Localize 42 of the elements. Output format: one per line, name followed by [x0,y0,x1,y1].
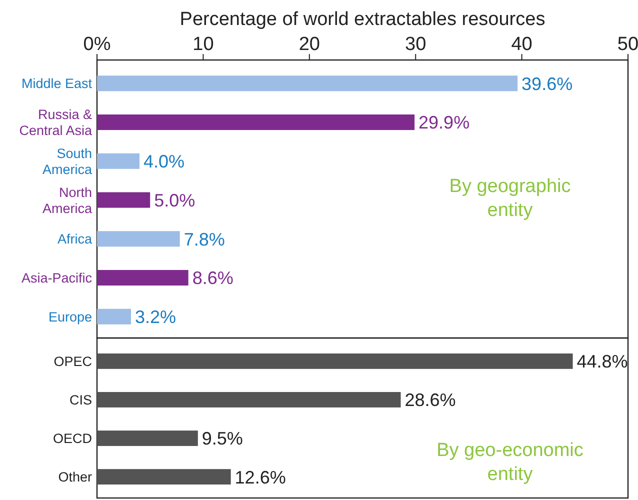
y-tick-label: Middle East [21,76,92,92]
data-label: 12.6% [234,467,286,488]
bar [97,430,198,446]
bar [97,392,401,408]
data-label: 44.8% [576,352,628,372]
data-label: 39.6% [522,74,573,94]
y-tick-label: OPEC [54,354,92,370]
y-tick-label: Russia & Central Asia [19,107,92,138]
x-tick-label: 40 [511,34,532,55]
x-tick-label: 30 [405,34,426,55]
y-tick-label: Europe [48,309,92,324]
x-tick-label: 10 [192,34,214,55]
data-label: 7.8% [184,229,225,250]
bar [97,469,231,485]
x-tick-label: 20 [298,34,320,55]
data-label: 28.6% [404,390,456,410]
bar [97,231,180,247]
y-tick-label: Other [58,470,92,485]
bar [97,153,140,169]
data-label: 8.6% [192,268,234,288]
data-label: 29.9% [418,112,470,133]
data-label: 3.2% [134,307,176,328]
bar [97,353,573,369]
data-label: 5.0% [154,190,196,210]
bar [97,192,150,208]
y-tick-label: CIS [69,392,92,408]
x-axis-title: Percentage of world extractables resources [180,9,546,30]
data-label: 4.0% [143,152,185,172]
bar [97,76,518,92]
annotation: By geo-economic entity [436,440,584,485]
bar [97,270,188,286]
x-tick-label: 50 [617,34,638,55]
annotation: By geographic entity [449,176,571,221]
y-tick-label: South America [42,146,92,177]
bar [97,308,131,324]
y-tick-label: North America [42,184,92,216]
data-label: 9.5% [202,428,243,449]
bar [97,114,415,130]
y-tick-label: Africa [57,232,92,247]
x-tick-label: 0% [83,34,111,55]
y-tick-label: OECD [52,431,92,446]
y-tick-label: Asia-Pacific [21,270,92,286]
